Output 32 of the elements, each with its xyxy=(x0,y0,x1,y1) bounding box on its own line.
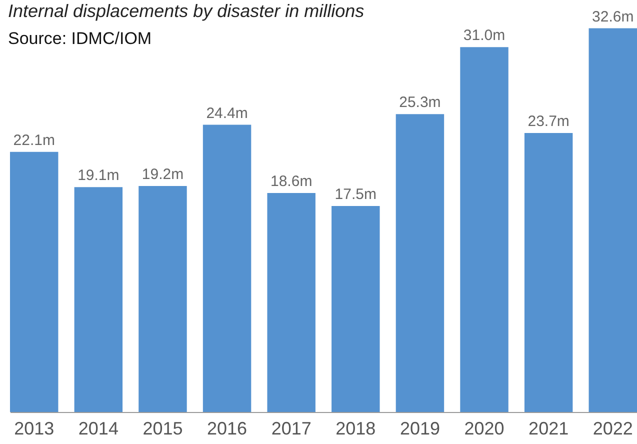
x-tick-label: 2018 xyxy=(336,418,376,438)
x-tick-label: 2016 xyxy=(207,418,248,438)
data-label: 22.1m xyxy=(13,132,55,149)
x-tick-label: 2022 xyxy=(592,418,633,438)
data-label: 24.4m xyxy=(206,104,248,122)
bar xyxy=(74,187,123,412)
bar xyxy=(396,114,444,412)
data-label: 17.5m xyxy=(334,186,377,203)
bar xyxy=(460,47,508,412)
data-label: 19.2m xyxy=(142,166,184,183)
bar xyxy=(10,152,58,412)
x-tick-label: 2014 xyxy=(78,418,118,438)
bar xyxy=(332,206,380,412)
x-tick-label: 2015 xyxy=(142,418,183,438)
data-label: 23.7m xyxy=(528,113,570,130)
x-tick-label: 2013 xyxy=(14,418,54,438)
x-tick-label: 2021 xyxy=(528,418,569,438)
bar xyxy=(138,186,187,412)
x-tick-label: 2019 xyxy=(400,418,440,438)
chart-title: Internal displacements by disaster in millions xyxy=(8,0,364,22)
bar xyxy=(267,193,316,412)
bar xyxy=(588,28,637,412)
x-tick-label: 2020 xyxy=(464,418,504,438)
data-label: 19.1m xyxy=(78,167,120,184)
data-label: 31.0m xyxy=(463,27,506,44)
data-label: 18.6m xyxy=(270,173,312,190)
annotation: Source: IDMC/IOM xyxy=(8,28,153,50)
data-label: 32.6m xyxy=(592,8,634,26)
x-tick-label: 2017 xyxy=(271,418,312,438)
bar xyxy=(202,124,252,412)
data-label: 25.3m xyxy=(399,94,441,112)
bar xyxy=(524,133,573,412)
